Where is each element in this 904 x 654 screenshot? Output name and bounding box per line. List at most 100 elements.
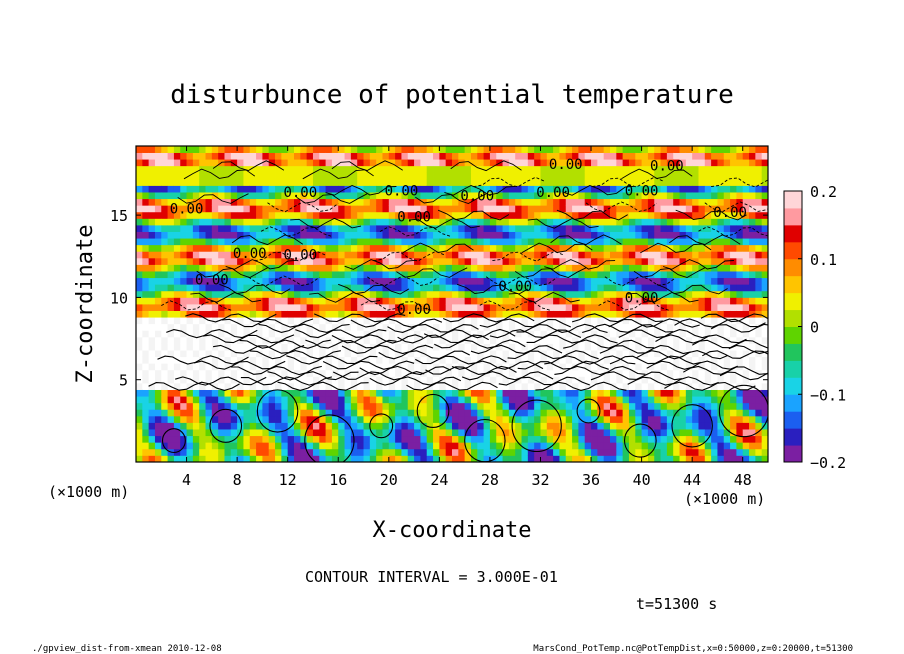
heat-cell [211,323,219,331]
heat-cell [224,448,232,456]
heat-cell [256,198,263,206]
heat-cell [521,317,529,325]
heat-cell [199,317,206,325]
heat-cell [161,455,168,462]
heat-cell [382,211,390,219]
heat-cell [647,310,655,318]
heat-cell [142,402,150,410]
heat-cell [243,429,251,437]
heat-cell [173,290,181,298]
heat-cell [515,159,522,167]
heat-cell [331,455,339,462]
heat-cell [673,396,680,404]
heat-cell [591,218,598,226]
heat-cell [666,435,674,443]
heat-cell [414,323,421,331]
heat-cell [382,297,390,305]
heat-cell [534,422,541,430]
heat-cell [350,192,358,200]
heat-cell [363,185,371,193]
heat-cell [433,422,440,430]
heat-cell [433,304,440,311]
heat-cell [584,172,592,180]
heat-cell [723,251,731,259]
heat-cell [287,415,295,423]
heat-cell [331,290,339,298]
heat-cell [369,264,377,272]
heat-cell [275,251,282,259]
heat-cell [275,257,282,265]
heat-cell [477,448,484,456]
heat-cell [363,442,371,450]
heat-cell [357,422,364,430]
heat-cell [527,317,535,325]
heat-cell [287,363,295,371]
heat-cell [603,271,611,279]
heat-cell [628,448,636,456]
heat-cell [312,277,320,285]
heat-cell [142,277,150,285]
heat-cell [376,442,383,450]
heat-cell [275,304,282,311]
heat-cell [483,356,491,364]
contour-line [608,318,700,328]
heat-cell [717,376,725,384]
heat-cell [338,435,345,443]
heat-cell [161,435,168,443]
heat-cell [597,264,605,272]
heat-cell [489,277,497,285]
heat-cell [287,290,295,298]
heat-cell [363,251,371,259]
heat-cell [136,238,143,246]
heat-cell [136,350,143,358]
heat-cell [521,422,529,430]
heat-cell [704,396,712,404]
heat-cell [161,244,168,252]
heat-cell [603,383,611,390]
heat-cell [262,244,270,252]
heat-cell [755,343,763,351]
heat-cell [597,310,605,318]
heat-cell [218,330,225,338]
heat-cell [666,225,674,232]
heat-cell [572,264,579,272]
heat-cell [211,244,219,252]
heat-cell [243,264,251,272]
heat-cell [338,455,345,462]
heat-cell [287,284,295,292]
heat-cell [237,159,244,167]
heat-cell [306,389,314,397]
heat-cell [148,396,156,404]
heat-cell [319,244,326,252]
heat-cell [666,455,674,462]
heat-cell [761,277,768,285]
heat-cell [730,396,737,404]
heat-cell [666,356,674,364]
heat-cell [736,146,744,153]
heat-cell [616,336,624,344]
heat-cell [205,402,213,410]
heat-cell [717,244,725,252]
heat-cell [357,284,364,292]
heat-cell [287,369,295,377]
heat-cell [433,330,440,338]
heat-cell [452,350,459,358]
heat-cell [470,284,478,292]
heat-cell [508,350,516,358]
heat-cell [167,409,175,417]
heat-cell [527,192,535,200]
heat-cell [470,304,478,311]
heat-cell [325,238,333,246]
heat-cell [161,165,168,173]
heat-cell [395,343,402,351]
heat-cell [136,409,143,417]
heat-cell [635,264,642,272]
heat-cell [357,172,364,180]
heat-cell [660,363,668,371]
heat-cell [426,192,434,200]
heat-cell [192,429,200,437]
heat-cell [711,152,718,160]
heat-cell [641,409,649,417]
heat-cell [540,238,548,246]
heat-cell [407,422,415,430]
